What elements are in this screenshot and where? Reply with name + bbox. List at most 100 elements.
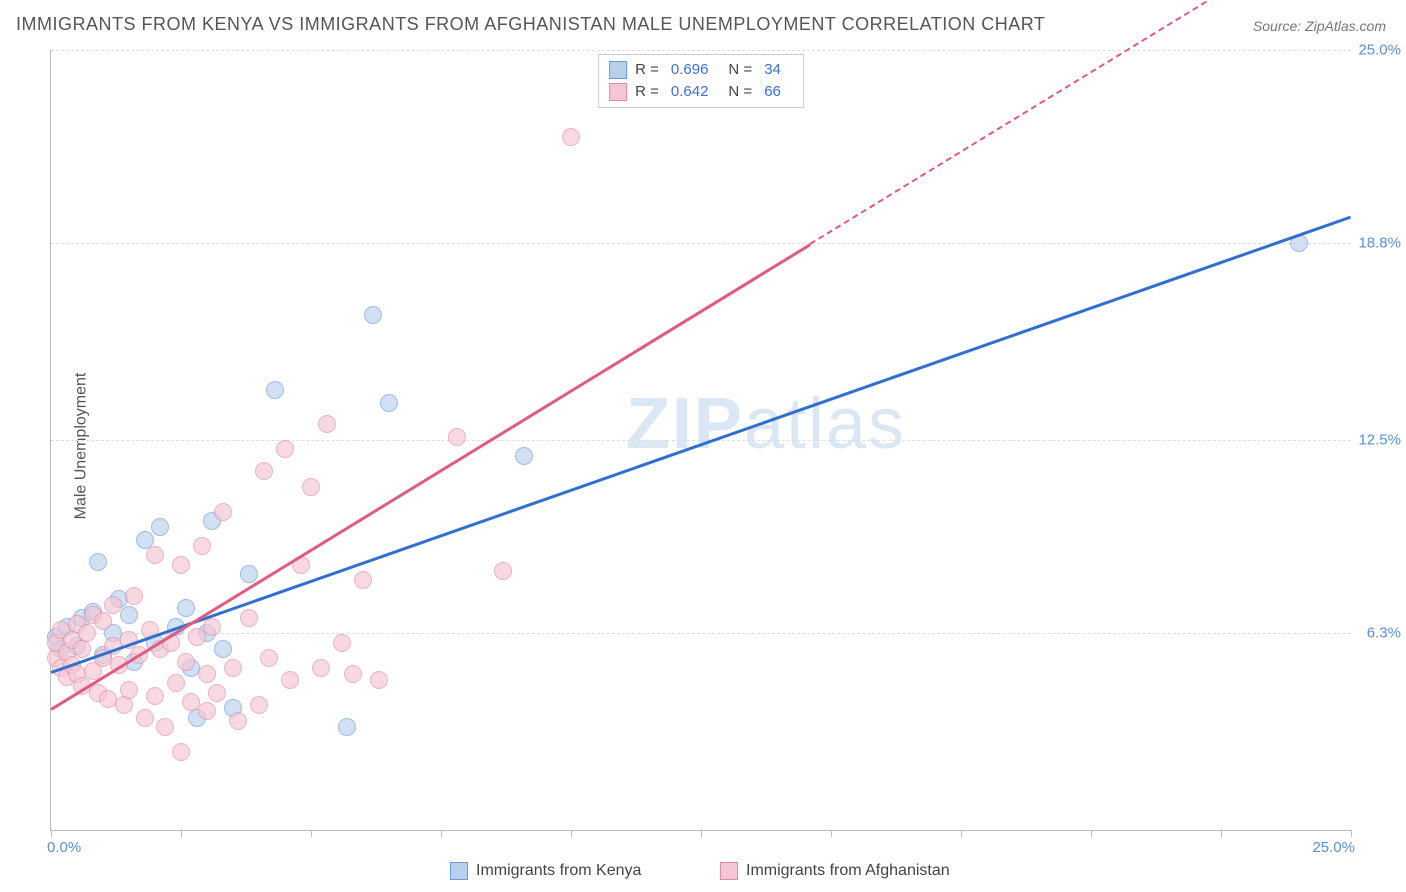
r-value-kenya: 0.696 [671,59,709,81]
bottom-legend-kenya: Immigrants from Kenya [450,862,641,880]
x-tick [1221,830,1222,837]
n-value-afghanistan: 66 [764,81,781,103]
data-point-afghanistan [448,428,466,446]
data-point-kenya [515,447,533,465]
legend-label-kenya: Immigrants from Kenya [476,862,641,880]
swatch-kenya [609,61,627,79]
x-tick [1091,830,1092,837]
data-point-kenya [338,718,356,736]
data-point-kenya [380,394,398,412]
data-point-kenya [214,640,232,658]
x-tick [181,830,182,837]
data-point-afghanistan [214,503,232,521]
trend-line [50,244,811,711]
n-label: N = [728,81,752,103]
data-point-kenya [364,306,382,324]
gridline [51,440,1351,441]
data-point-afghanistan [302,478,320,496]
data-point-afghanistan [104,596,122,614]
data-point-afghanistan [203,618,221,636]
data-point-afghanistan [255,462,273,480]
legend-row-afghanistan: R = 0.642 N = 66 [609,81,793,103]
data-point-afghanistan [167,674,185,692]
data-point-afghanistan [562,128,580,146]
data-point-kenya [266,381,284,399]
gridline [51,50,1351,51]
data-point-afghanistan [115,696,133,714]
n-label: N = [728,59,752,81]
data-point-afghanistan [494,562,512,580]
source-label: Source: ZipAtlas.com [1253,18,1386,34]
data-point-afghanistan [344,665,362,683]
data-point-afghanistan [78,624,96,642]
data-point-afghanistan [370,671,388,689]
data-point-afghanistan [333,634,351,652]
chart-title: IMMIGRANTS FROM KENYA VS IMMIGRANTS FROM… [16,14,1045,35]
x-tick [1351,830,1352,837]
bottom-legend-afghanistan: Immigrants from Afghanistan [720,862,950,880]
data-point-afghanistan [250,696,268,714]
data-point-afghanistan [125,587,143,605]
trend-line [51,215,1352,673]
gridline [51,243,1351,244]
data-point-afghanistan [229,712,247,730]
data-point-afghanistan [156,718,174,736]
data-point-afghanistan [172,743,190,761]
x-tick [571,830,572,837]
data-point-kenya [177,599,195,617]
x-tick [831,830,832,837]
data-point-kenya [120,606,138,624]
x-tick [701,830,702,837]
legend-row-kenya: R = 0.696 N = 34 [609,59,793,81]
data-point-afghanistan [208,684,226,702]
legend-label-afghanistan: Immigrants from Afghanistan [746,862,950,880]
y-tick-label: 18.8% [1358,235,1401,252]
n-value-kenya: 34 [764,59,781,81]
x-tick [51,830,52,837]
swatch-kenya [450,862,468,880]
r-label: R = [635,59,659,81]
data-point-afghanistan [240,609,258,627]
trend-line [810,0,1352,245]
r-label: R = [635,81,659,103]
data-point-afghanistan [198,665,216,683]
data-point-afghanistan [318,415,336,433]
data-point-kenya [89,553,107,571]
correlation-legend: R = 0.696 N = 34 R = 0.642 N = 66 [598,54,804,108]
data-point-kenya [240,565,258,583]
data-point-afghanistan [146,687,164,705]
data-point-afghanistan [193,537,211,555]
data-point-afghanistan [198,702,216,720]
data-point-afghanistan [136,709,154,727]
r-value-afghanistan: 0.642 [671,81,709,103]
scatter-plot-area: ZIPatlas R = 0.696 N = 34 R = 0.642 N = … [50,50,1351,831]
source-name: ZipAtlas.com [1305,18,1386,34]
data-point-afghanistan [224,659,242,677]
x-tick [961,830,962,837]
data-point-afghanistan [281,671,299,689]
data-point-afghanistan [312,659,330,677]
watermark-bold: ZIP [626,384,744,464]
y-tick-label: 12.5% [1358,432,1401,449]
data-point-afghanistan [73,640,91,658]
watermark: ZIPatlas [626,383,906,465]
x-axis-0-label: 0.0% [47,839,81,856]
data-point-afghanistan [172,556,190,574]
x-tick [441,830,442,837]
swatch-afghanistan [609,83,627,101]
x-axis-25-label: 25.0% [1312,839,1355,856]
data-point-afghanistan [146,546,164,564]
data-point-afghanistan [276,440,294,458]
data-point-afghanistan [120,681,138,699]
data-point-afghanistan [260,649,278,667]
y-tick-label: 25.0% [1358,42,1401,59]
gridline [51,633,1351,634]
data-point-afghanistan [177,653,195,671]
x-tick [311,830,312,837]
data-point-kenya [151,518,169,536]
y-tick-label: 6.3% [1367,625,1401,642]
swatch-afghanistan [720,862,738,880]
data-point-afghanistan [94,612,112,630]
source-prefix: Source: [1253,18,1301,34]
data-point-afghanistan [354,571,372,589]
